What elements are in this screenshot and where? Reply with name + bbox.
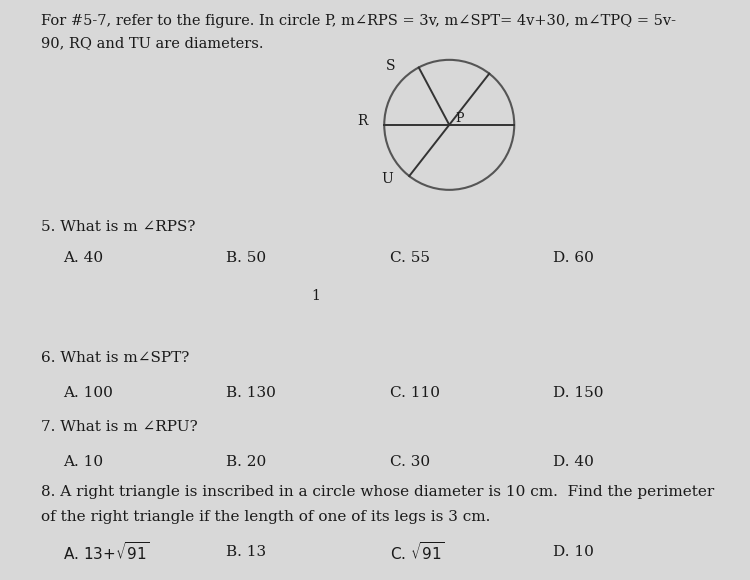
Text: For #5-7, refer to the figure. In circle P, m∠RPS = 3v, m∠SPT= 4v+30, m∠TPQ = 5v: For #5-7, refer to the figure. In circle… [40, 13, 676, 28]
Text: S: S [386, 59, 395, 73]
Text: C. 30: C. 30 [390, 455, 430, 469]
Text: 6. What is m∠SPT?: 6. What is m∠SPT? [40, 351, 189, 365]
Text: D. 60: D. 60 [554, 251, 594, 265]
Text: B. 50: B. 50 [226, 251, 267, 265]
Text: P: P [455, 112, 464, 125]
Text: C. 55: C. 55 [390, 251, 430, 265]
Text: D. 150: D. 150 [554, 386, 604, 400]
Text: A. 13+$\sqrt{91}$: A. 13+$\sqrt{91}$ [63, 541, 150, 563]
Text: B. 20: B. 20 [226, 455, 267, 469]
Text: of the right triangle if the length of one of its legs is 3 cm.: of the right triangle if the length of o… [40, 510, 490, 524]
Text: 1: 1 [311, 289, 320, 303]
Text: D. 40: D. 40 [554, 455, 594, 469]
Text: 7. What is m ∠RPU?: 7. What is m ∠RPU? [40, 420, 198, 434]
Text: A. 100: A. 100 [63, 386, 113, 400]
Text: A. 10: A. 10 [63, 455, 104, 469]
Text: C. 110: C. 110 [390, 386, 439, 400]
Text: 90, RQ and TU are diameters.: 90, RQ and TU are diameters. [40, 36, 263, 50]
Text: 5. What is m ∠RPS?: 5. What is m ∠RPS? [40, 220, 195, 234]
Text: C. $\sqrt{91}$: C. $\sqrt{91}$ [390, 541, 445, 563]
Text: R: R [357, 114, 368, 128]
Text: A. 40: A. 40 [63, 251, 104, 265]
Text: D. 10: D. 10 [554, 545, 594, 559]
Text: B. 13: B. 13 [226, 545, 267, 559]
Text: B. 130: B. 130 [226, 386, 276, 400]
Text: 8. A right triangle is inscribed in a circle whose diameter is 10 cm.  Find the : 8. A right triangle is inscribed in a ci… [40, 485, 714, 499]
Text: U: U [381, 172, 393, 186]
